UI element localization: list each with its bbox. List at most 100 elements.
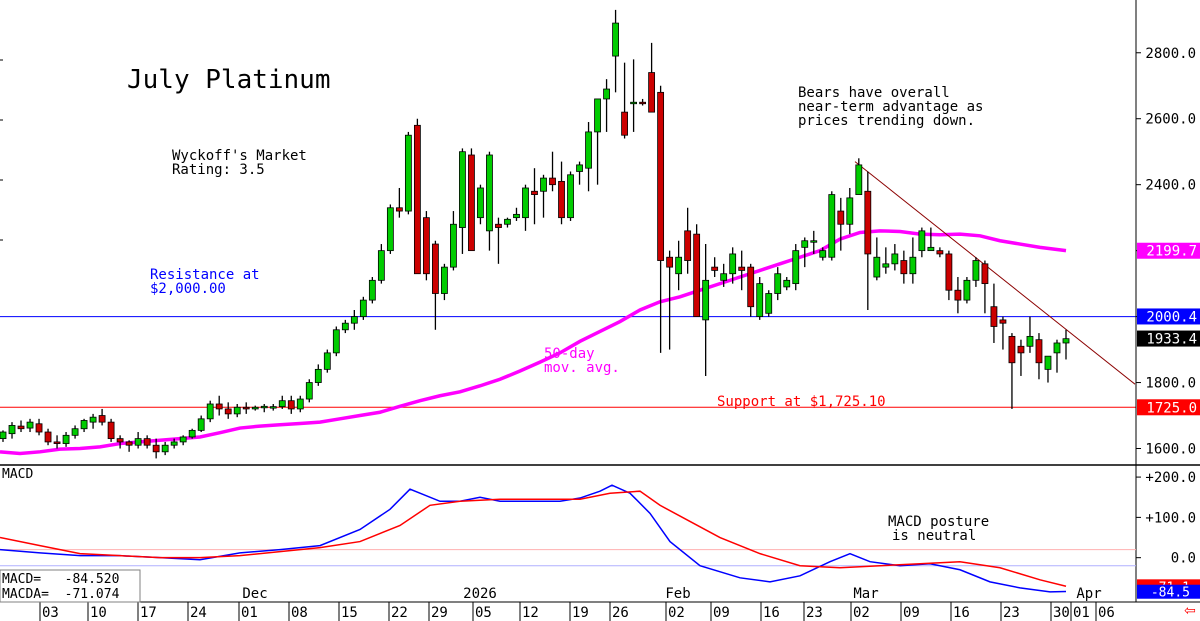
- candle-body: [621, 111, 628, 136]
- macd-note-1: MACD posture: [888, 514, 989, 530]
- date-tick-label: 24: [190, 605, 207, 621]
- bears-annotation-1: Bears have overall: [798, 85, 950, 101]
- candle-body: [251, 406, 259, 410]
- candle-body: [675, 256, 683, 275]
- candle-body: [386, 207, 394, 252]
- candle-body: [368, 279, 376, 301]
- candle-body: [450, 223, 457, 268]
- candle-body: [648, 72, 656, 113]
- candle-body: [702, 279, 710, 321]
- candle-body: [260, 405, 268, 409]
- date-tick-label: 09: [903, 605, 920, 621]
- candle-body: [1035, 339, 1043, 364]
- price-axis: 2800.02600.02400.02200.02000.01800.01600…: [0, 0, 1200, 602]
- date-axis: 03 10 17 24 01 08 15 22 29 05 12 19 26 02 09 16 23 02 09 16…: [0, 586, 1200, 621]
- candle-body: [585, 131, 592, 169]
- candle-body: [747, 266, 755, 308]
- macd-label-box: [1137, 584, 1200, 599]
- month-label: 2026: [463, 586, 497, 602]
- candle-body: [1053, 342, 1061, 354]
- candle-body: [612, 22, 619, 57]
- candle-body: [35, 423, 43, 433]
- candle-body: [413, 124, 421, 275]
- candle-body: [377, 250, 385, 281]
- candle-body: [26, 421, 34, 429]
- date-tick-label: 09: [713, 605, 730, 621]
- candle-body: [44, 431, 52, 443]
- macd-panel-title: MACD: [2, 467, 33, 482]
- candle-body: [693, 233, 701, 317]
- resistance-annotation-2: $2,000.00: [150, 281, 226, 297]
- candle-body: [513, 213, 520, 219]
- candle-body: [215, 403, 223, 410]
- candle-body: [161, 444, 169, 453]
- candle-body: [810, 240, 818, 243]
- candle-body: [504, 218, 511, 225]
- price-label-text: 1933.4: [1146, 332, 1197, 348]
- macd-signal-line: [0, 490, 1067, 588]
- candle-body: [459, 151, 466, 228]
- price-tick-label: 2400.0: [1145, 178, 1196, 194]
- macd-panel: +200.0+100.00.0-71.1-84.5: [0, 464, 1200, 601]
- date-tick-label: 08: [291, 605, 308, 621]
- ma-annotation-2: mov. avg.: [544, 360, 620, 376]
- price-label-box: [1137, 399, 1200, 416]
- candle-body: [188, 429, 196, 438]
- candle-body: [395, 207, 403, 212]
- date-tick-label: 23: [1003, 605, 1020, 621]
- candle-body: [125, 441, 133, 446]
- date-tick-label: 23: [806, 605, 823, 621]
- candle-body: [53, 441, 61, 444]
- candle-body: [792, 250, 800, 285]
- price-label-text: 2000.4: [1146, 309, 1197, 325]
- moving-average-line: [0, 229, 1067, 456]
- candle-body: [828, 194, 836, 258]
- trendline-line: [854, 161, 1136, 385]
- price-label-box: [1137, 308, 1200, 325]
- candle-body: [296, 398, 304, 410]
- price-tick-label: 2600.0: [1145, 112, 1196, 128]
- candle-body: [639, 101, 647, 105]
- candle-body: [305, 382, 313, 400]
- candle-body: [134, 438, 142, 446]
- macd-tick-label: 0.0: [1171, 551, 1196, 567]
- candle-body: [927, 246, 935, 252]
- candle-body: [143, 438, 151, 446]
- candle-body: [576, 164, 583, 172]
- candle-body: [17, 425, 25, 430]
- candle-body: [972, 260, 980, 281]
- ma-50-line: [0, 229, 1067, 456]
- candle-body: [567, 174, 574, 219]
- date-tick-label: 30: [1053, 605, 1070, 621]
- date-tick-label: 05: [475, 605, 492, 621]
- resistance-annotation-1: Resistance at: [150, 267, 260, 283]
- bears-annotation-3: prices trending down.: [798, 113, 975, 129]
- candle-body: [522, 187, 529, 219]
- candle-body: [873, 256, 881, 278]
- candle-body: [738, 266, 746, 271]
- candle-body: [422, 217, 430, 275]
- back-arrow-icon[interactable]: ⇦: [1184, 603, 1196, 619]
- date-tick-label: 12: [522, 605, 539, 621]
- candle-body: [152, 444, 160, 453]
- candle-body: [945, 253, 953, 291]
- date-tick-label: 29: [431, 605, 448, 621]
- month-label: Mar: [853, 586, 878, 602]
- macd-tick-label: +100.0: [1145, 510, 1196, 526]
- date-tick-label: 19: [572, 605, 589, 621]
- candle-body: [477, 187, 484, 219]
- price-tick-label: 1800.0: [1145, 376, 1196, 392]
- candle-body: [98, 415, 106, 423]
- candle-body: [837, 210, 845, 225]
- candle-body: [720, 273, 728, 281]
- candle-body: [269, 406, 277, 409]
- price-label-text: 1725.0: [1146, 400, 1197, 416]
- candle-body: [71, 428, 79, 436]
- candle-body: [981, 263, 989, 285]
- candle-body: [819, 250, 827, 258]
- candle-body: [963, 279, 971, 301]
- candle-body: [1017, 345, 1025, 354]
- candle-body: [882, 263, 890, 268]
- candle-body: [855, 164, 863, 195]
- candle-body: [486, 154, 493, 232]
